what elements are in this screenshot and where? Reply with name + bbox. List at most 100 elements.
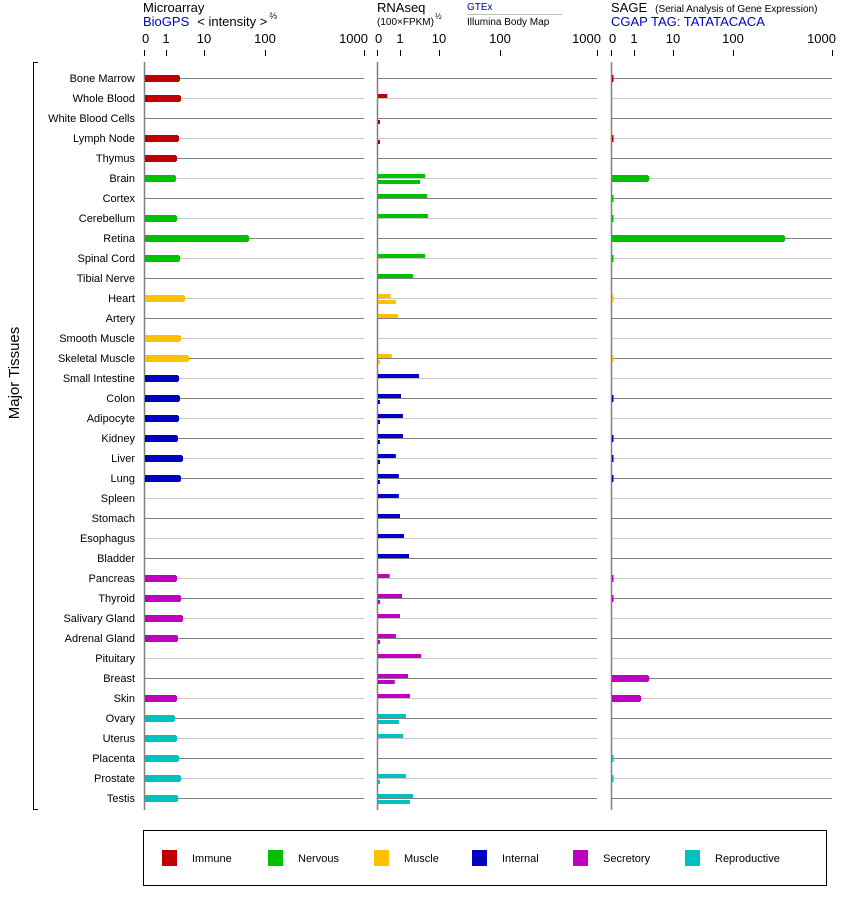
- tissue-label: Brain: [109, 173, 135, 185]
- microarray-bar-cap: [178, 76, 181, 81]
- tissue-label: Cerebellum: [79, 213, 135, 225]
- tissue-label: Retina: [103, 233, 136, 245]
- microarray-bar-cap: [177, 376, 180, 381]
- microarray-bar-cap: [174, 696, 177, 701]
- legend-label-immune: Immune: [192, 853, 232, 865]
- gtex-bar: [378, 314, 398, 318]
- gtex-bar: [378, 174, 426, 178]
- axis-tick-label: 100: [722, 31, 744, 46]
- microarray-bar: [145, 635, 178, 642]
- microarray-bar-cap: [178, 256, 181, 261]
- illumina-bar: [378, 780, 380, 784]
- gtex-bar: [378, 634, 396, 638]
- axis-tick-label: 10: [666, 31, 680, 46]
- cgap-tag-link[interactable]: CGAP TAG: TATATACACA: [611, 14, 765, 29]
- gtex-bar: [378, 474, 399, 478]
- microarray-bar: [145, 375, 179, 382]
- gtex-bar: [378, 454, 396, 458]
- tissue-label: Lymph Node: [73, 133, 135, 145]
- microarray-bar: [145, 735, 176, 742]
- tissue-label: White Blood Cells: [48, 113, 135, 125]
- microarray-bar: [145, 335, 180, 342]
- microarray-bar: [145, 175, 175, 182]
- tissue-label: Uterus: [103, 733, 136, 745]
- microarray-bar: [145, 75, 180, 82]
- sage-bar: [612, 695, 641, 702]
- illumina-bar: [378, 720, 399, 724]
- microarray-bar: [145, 715, 174, 722]
- microarray-bar: [145, 355, 188, 362]
- gtex-link[interactable]: GTEx: [467, 2, 493, 13]
- gtex-bar: [378, 354, 392, 358]
- tissue-label: Heart: [108, 293, 135, 305]
- gtex-bar: [378, 274, 413, 278]
- illumina-bar: [378, 140, 380, 144]
- gtex-bar: [378, 534, 405, 538]
- tissue-label: Smooth Muscle: [59, 333, 135, 345]
- legend-swatch-reproductive: [685, 850, 700, 866]
- gtex-bar: [378, 554, 409, 558]
- rnaseq-title: RNAseq: [377, 0, 425, 15]
- illumina-bar: [378, 300, 396, 304]
- illumina-bar: [378, 440, 380, 444]
- microarray-bar: [145, 695, 176, 702]
- axis-tick-label: 0: [375, 31, 382, 46]
- illumina-bar: [378, 120, 380, 124]
- gtex-bar: [378, 734, 403, 738]
- y-group-label: Major Tissues: [6, 327, 23, 420]
- sage-bar-cap: [647, 176, 650, 181]
- microarray-bar-cap: [180, 616, 183, 621]
- gtex-bar: [378, 94, 388, 98]
- gtex-bar: [378, 694, 410, 698]
- gtex-bar: [378, 514, 400, 518]
- sage-bar: [612, 135, 614, 142]
- illumina-bar: [378, 640, 380, 644]
- illumina-bar: [378, 800, 410, 804]
- illumina-bar: [378, 680, 395, 684]
- sage-bar: [612, 455, 614, 462]
- sage-title: SAGE: [611, 0, 647, 15]
- sage-bar: [612, 575, 614, 582]
- tissue-label: Thyroid: [98, 593, 135, 605]
- tissue-label: Tibial Nerve: [77, 273, 135, 285]
- microarray-title: Microarray: [143, 0, 205, 15]
- tissue-label: Lung: [111, 473, 135, 485]
- biogps-link[interactable]: BioGPS: [143, 14, 190, 29]
- axis-tick-label: 1000: [572, 31, 601, 46]
- sage-bar: [612, 395, 614, 402]
- rnaseq-scale-label: (100×FPKM): [377, 17, 434, 28]
- microarray-bar-cap: [178, 476, 181, 481]
- gtex-bar: [378, 674, 408, 678]
- microarray-bar: [145, 395, 180, 402]
- tissue-label: Pancreas: [89, 573, 136, 585]
- gtex-bar: [378, 774, 406, 778]
- tissue-label: Pituitary: [95, 653, 135, 665]
- microarray-subheader: BioGPS < intensity > ⅔: [143, 11, 277, 29]
- microarray-bar: [145, 415, 179, 422]
- microarray-bar-cap: [174, 216, 177, 221]
- sage-bar-cap: [782, 236, 785, 241]
- sage-bar: [612, 475, 614, 482]
- microarray-bar: [145, 235, 248, 242]
- tissue-label: Prostate: [94, 773, 135, 785]
- sage-bar: [612, 595, 614, 602]
- gtex-bar: [378, 614, 400, 618]
- illumina-label: Illumina Body Map: [467, 17, 550, 28]
- sage-bar: [612, 435, 614, 442]
- gtex-bar: [378, 654, 422, 658]
- axis-tick-label: 1: [396, 31, 403, 46]
- legend-swatch-secretory: [573, 850, 588, 866]
- tissue-label: Artery: [106, 313, 136, 325]
- microarray-bar-cap: [178, 336, 181, 341]
- microarray-bar-cap: [186, 356, 189, 361]
- microarray-bar-cap: [177, 756, 180, 761]
- tissue-label: Skeletal Muscle: [58, 353, 135, 365]
- legend-label-internal: Internal: [502, 853, 539, 865]
- microarray-bar-cap: [180, 456, 183, 461]
- microarray-bar: [145, 595, 180, 602]
- gtex-bar: [378, 214, 428, 218]
- gtex-bar: [378, 494, 399, 498]
- sage-bar: [612, 195, 614, 202]
- tissue-label: Adipocyte: [87, 413, 135, 425]
- microarray-bar-cap: [174, 576, 177, 581]
